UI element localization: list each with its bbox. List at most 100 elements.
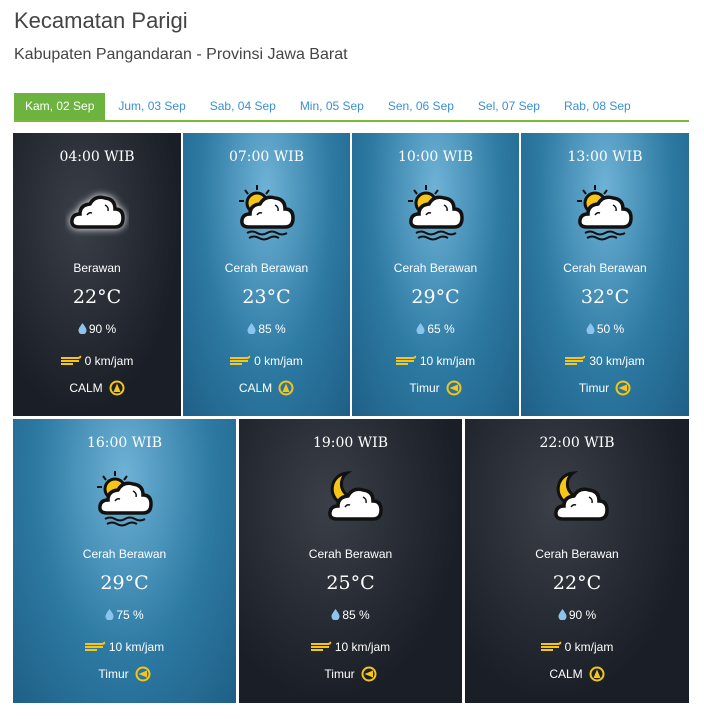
- moon-cloud-icon: [545, 467, 609, 531]
- forecast-card: 04:00 WIB Berawan 22°C 90 % 0 km/jam CAL…: [13, 133, 181, 416]
- forecast-humidity: 90 %: [13, 322, 181, 336]
- wind-speed: 0 km/jam: [84, 354, 134, 368]
- page-title: Kecamatan Parigi: [14, 8, 188, 33]
- forecast-condition: Cerah Berawan: [535, 547, 619, 561]
- wind-direction: Timur: [98, 667, 129, 681]
- forecast-temperature: 29°C: [100, 572, 149, 594]
- forecast-direction: Timur: [239, 666, 462, 682]
- compass-east-icon: [361, 666, 377, 682]
- page-subtitle: Kabupaten Pangandaran - Provinsi Jawa Ba…: [14, 46, 348, 63]
- wind-speed: 10 km/jam: [108, 640, 165, 654]
- compass-east-icon: [615, 380, 631, 396]
- compass-north-icon: [589, 666, 605, 682]
- tab-4[interactable]: Sen, 06 Sep: [387, 99, 454, 113]
- humidity-value: 90 %: [88, 322, 117, 336]
- wind-direction: CALM: [238, 381, 273, 395]
- wind-icon: [310, 641, 331, 651]
- tab-2[interactable]: Sab, 04 Sep: [209, 99, 276, 113]
- forecast-time: 13:00 WIB: [567, 149, 643, 165]
- forecast-direction: Timur: [13, 666, 236, 682]
- forecast-condition: Cerah Berawan: [82, 547, 167, 561]
- forecast-direction: CALM: [465, 666, 689, 682]
- forecast-time: 04:00 WIB: [59, 149, 135, 165]
- humidity-drop-icon: [247, 323, 256, 334]
- forecast-temperature: 22°C: [552, 572, 602, 594]
- forecast-temperature: 29°C: [411, 286, 460, 308]
- humidity-drop-icon: [105, 609, 114, 620]
- forecast-temperature: 32°C: [580, 286, 630, 308]
- humidity-drop-icon: [78, 323, 87, 334]
- humidity-value: 85 %: [342, 608, 370, 622]
- forecast-wind: 0 km/jam: [465, 640, 689, 654]
- wind-direction: Timur: [578, 381, 610, 395]
- forecast-time: 22:00 WIB: [539, 435, 615, 451]
- moon-cloud-icon: [319, 467, 383, 531]
- forecast-humidity: 65 %: [352, 322, 519, 336]
- forecast-wind: 30 km/jam: [521, 354, 689, 368]
- forecast-wind: 0 km/jam: [183, 354, 350, 368]
- forecast-temperature: 25°C: [326, 572, 375, 594]
- tab-0[interactable]: Kam, 02 Sep: [14, 93, 106, 120]
- humidity-value: 85 %: [258, 322, 286, 336]
- sun-cloud-haze-icon: [235, 181, 299, 245]
- forecast-time: 16:00 WIB: [86, 435, 162, 451]
- humidity-value: 75 %: [116, 608, 144, 622]
- tab-5[interactable]: Sel, 07 Sep: [477, 99, 540, 113]
- forecast-humidity: 50 %: [521, 322, 689, 336]
- forecast-humidity: 75 %: [13, 608, 236, 622]
- forecast-humidity: 85 %: [239, 608, 462, 622]
- humidity-value: 90 %: [568, 608, 597, 622]
- forecast-card: 10:00 WIB Cerah Berawan 29°C 65 % 10 km/…: [352, 133, 519, 416]
- wind-icon: [395, 355, 416, 365]
- sun-cloud-haze-icon: [93, 467, 157, 531]
- forecast-wind: 10 km/jam: [239, 640, 462, 654]
- forecast-temperature: 22°C: [72, 286, 122, 308]
- wind-speed: 30 km/jam: [589, 354, 645, 368]
- forecast-time: 19:00 WIB: [312, 435, 388, 451]
- forecast-humidity: 90 %: [465, 608, 689, 622]
- tab-6[interactable]: Rab, 08 Sep: [563, 99, 631, 113]
- forecast-condition: Berawan: [73, 261, 121, 275]
- forecast-wind: 10 km/jam: [352, 354, 519, 368]
- wind-direction: CALM: [69, 381, 103, 395]
- humidity-drop-icon: [586, 323, 595, 334]
- forecast-time: 10:00 WIB: [397, 149, 473, 165]
- humidity-value: 50 %: [596, 322, 625, 336]
- forecast-card: 13:00 WIB Cerah Berawan 32°C 50 % 30 km/…: [521, 133, 689, 416]
- forecast-card: 19:00 WIB Cerah Berawan 25°C 85 % 10 km/…: [239, 419, 462, 703]
- forecast-wind: 10 km/jam: [13, 640, 236, 654]
- sun-cloud-haze-icon: [404, 181, 468, 245]
- forecast-card: 22:00 WIB Cerah Berawan 22°C 90 % 0 km/j…: [465, 419, 689, 703]
- humidity-drop-icon: [558, 609, 567, 620]
- wind-icon: [84, 641, 105, 651]
- forecast-direction: Timur: [521, 380, 689, 396]
- forecast-condition: Cerah Berawan: [563, 261, 647, 275]
- forecast-card: 07:00 WIB Cerah Berawan 23°C 85 % 0 km/j…: [183, 133, 350, 416]
- forecast-direction: CALM: [13, 380, 181, 396]
- wind-icon: [565, 355, 586, 365]
- humidity-drop-icon: [331, 609, 340, 620]
- compass-north-icon: [109, 380, 125, 396]
- humidity-drop-icon: [416, 323, 425, 334]
- tab-3[interactable]: Min, 05 Sep: [299, 99, 364, 113]
- forecast-card: 16:00 WIB Cerah Berawan 29°C 75 % 10 km/…: [13, 419, 236, 703]
- humidity-value: 65 %: [427, 322, 455, 336]
- wind-icon: [540, 641, 561, 651]
- wind-speed: 0 km/jam: [564, 640, 614, 654]
- compass-north-icon: [278, 380, 294, 396]
- forecast-wind: 0 km/jam: [13, 354, 181, 368]
- forecast-condition: Cerah Berawan: [308, 547, 393, 561]
- wind-speed: 10 km/jam: [419, 354, 476, 368]
- forecast-condition: Cerah Berawan: [393, 261, 478, 275]
- compass-east-icon: [446, 380, 462, 396]
- forecast-direction: Timur: [352, 380, 519, 396]
- compass-east-icon: [135, 666, 151, 682]
- date-tabs: Kam, 02 Sep Jum, 03 Sep Sab, 04 Sep Min, 05…: [14, 93, 689, 122]
- forecast-time: 07:00 WIB: [228, 149, 304, 165]
- forecast-direction: CALM: [183, 380, 350, 396]
- forecast-temperature: 23°C: [242, 286, 291, 308]
- wind-direction: Timur: [324, 667, 355, 681]
- wind-icon: [230, 355, 251, 365]
- wind-direction: Timur: [409, 381, 440, 395]
- tab-1[interactable]: Jum, 03 Sep: [118, 99, 186, 113]
